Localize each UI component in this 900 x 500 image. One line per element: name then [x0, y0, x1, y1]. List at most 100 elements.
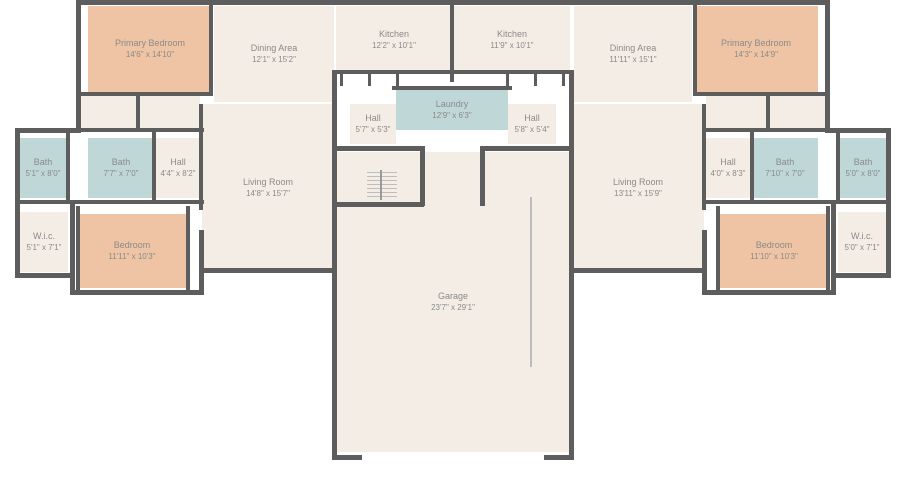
room-dimensions: 12'2" x 10'1": [372, 41, 416, 51]
room-bath-inner-left: Bath7'7" x 7'0": [88, 138, 154, 198]
wall: [702, 104, 706, 210]
wall: [199, 268, 337, 273]
wall: [70, 290, 204, 295]
wall: [825, 0, 830, 130]
wall: [66, 132, 70, 200]
wall: [340, 70, 343, 86]
room-name: Living Room: [243, 177, 293, 188]
room-name: Primary Bedroom: [721, 38, 791, 49]
room-name: Garage: [438, 291, 468, 302]
room-name: Dining Area: [610, 43, 657, 54]
room-name: Kitchen: [497, 29, 527, 40]
wall: [750, 132, 754, 202]
room-name: Bath: [34, 157, 53, 168]
wall: [76, 0, 81, 130]
room-name: Hall: [524, 113, 540, 124]
wall: [136, 92, 140, 130]
room-kitchen-right: Kitchen11'9" x 10'1": [454, 6, 570, 74]
room-dimensions: 4'0" x 8'3": [711, 169, 746, 179]
room-dimensions: 4'4" x 8'2": [161, 169, 196, 179]
room-name: Living Room: [613, 177, 663, 188]
room-dimensions: 7'10" x 7'0": [765, 169, 804, 179]
wall: [332, 202, 424, 207]
room-name: Kitchen: [379, 29, 409, 40]
room-wic-right: W.i.c.5'0" x 7'1": [838, 212, 886, 272]
room-name: Bedroom: [114, 240, 151, 251]
room-name: W.i.c.: [33, 231, 55, 242]
wall: [199, 230, 204, 295]
wall: [332, 70, 337, 460]
room-hall-mid-left: Hall4'4" x 8'2": [156, 138, 200, 198]
wall: [831, 200, 836, 295]
wall: [76, 92, 213, 96]
room-bath-outer-right: Bath5'0" x 8'0": [840, 138, 886, 198]
room-dimensions: 5'0" x 8'0": [846, 169, 881, 179]
wall: [831, 273, 891, 278]
interior-line: [367, 176, 397, 177]
closet: [78, 95, 138, 129]
room-dimensions: 7'7" x 7'0": [104, 169, 139, 179]
closet: [768, 95, 828, 129]
interior-line: [367, 172, 397, 173]
room-dining-right: Dining Area11'11" x 15'1": [574, 6, 692, 102]
wall: [693, 92, 830, 96]
wall: [480, 146, 485, 206]
room-dimensions: 12'9" x 6'3": [432, 111, 471, 121]
wall: [836, 132, 840, 200]
wall: [569, 70, 574, 460]
room-primary-bedroom-left: Primary Bedroom14'6" x 14'10": [88, 6, 212, 92]
room-name: Bath: [854, 157, 873, 168]
floorplan-canvas: Primary Bedroom14'6" x 14'10"Primary Bed…: [0, 0, 900, 500]
room-dimensions: 5'8" x 5'4": [515, 125, 550, 135]
wall: [152, 132, 156, 202]
room-dimensions: 11'10" x 10'3": [750, 252, 798, 262]
wall: [76, 128, 204, 132]
interior-line: [380, 170, 382, 200]
room-laundry: Laundry12'9" x 6'3": [396, 90, 508, 130]
wall: [70, 200, 75, 295]
room-dimensions: 5'1" x 7'1": [27, 243, 62, 253]
wall: [20, 200, 204, 204]
wall: [209, 0, 213, 94]
room-dimensions: 5'0" x 7'1": [845, 243, 880, 253]
room-primary-bedroom-right: Primary Bedroom14'3" x 14'9": [694, 6, 818, 92]
room-dimensions: 11'9" x 10'1": [490, 41, 533, 51]
wall: [199, 104, 203, 210]
interior-line: [367, 192, 397, 193]
wall: [506, 70, 509, 86]
wall: [826, 206, 830, 292]
room-name: Primary Bedroom: [115, 38, 185, 49]
closet: [140, 95, 200, 129]
room-name: Hall: [720, 157, 736, 168]
interior-line: [367, 196, 397, 197]
room-name: Bedroom: [756, 240, 793, 251]
room-bath-inner-right: Bath7'10" x 7'0": [752, 138, 818, 198]
wall: [186, 206, 190, 292]
interior-line: [367, 184, 397, 185]
interior-line: [367, 180, 397, 181]
room-dimensions: 14'6" x 14'10": [126, 50, 174, 60]
wall: [420, 146, 425, 206]
wall: [484, 146, 574, 151]
room-kitchen-left: Kitchen12'2" x 10'1": [336, 6, 452, 74]
room-dimensions: 14'8" x 15'7": [246, 189, 290, 199]
closet: [706, 95, 766, 129]
wall: [368, 70, 371, 86]
room-dimensions: 11'11" x 10'3": [108, 252, 155, 262]
wall: [396, 70, 399, 86]
interior-line: [367, 188, 397, 189]
wall: [825, 128, 891, 133]
room-dimensions: 5'1" x 8'0": [26, 169, 61, 179]
room-dimensions: 12'1" x 15'2": [252, 55, 296, 65]
room-name: Bath: [112, 157, 131, 168]
room-dimensions: 11'11" x 15'1": [609, 55, 656, 65]
room-dimensions: 13'11" x 15'9": [614, 189, 662, 199]
room-garage: Garage23'7" x 29'1": [336, 152, 570, 452]
room-bath-outer-left: Bath5'1" x 8'0": [20, 138, 66, 198]
room-dining-left: Dining Area12'1" x 15'2": [214, 6, 334, 102]
wall: [562, 70, 565, 86]
wall: [702, 230, 707, 295]
wall: [702, 200, 886, 204]
room-bedroom-right: Bedroom11'10" x 10'3": [720, 214, 828, 288]
wall: [332, 455, 362, 460]
